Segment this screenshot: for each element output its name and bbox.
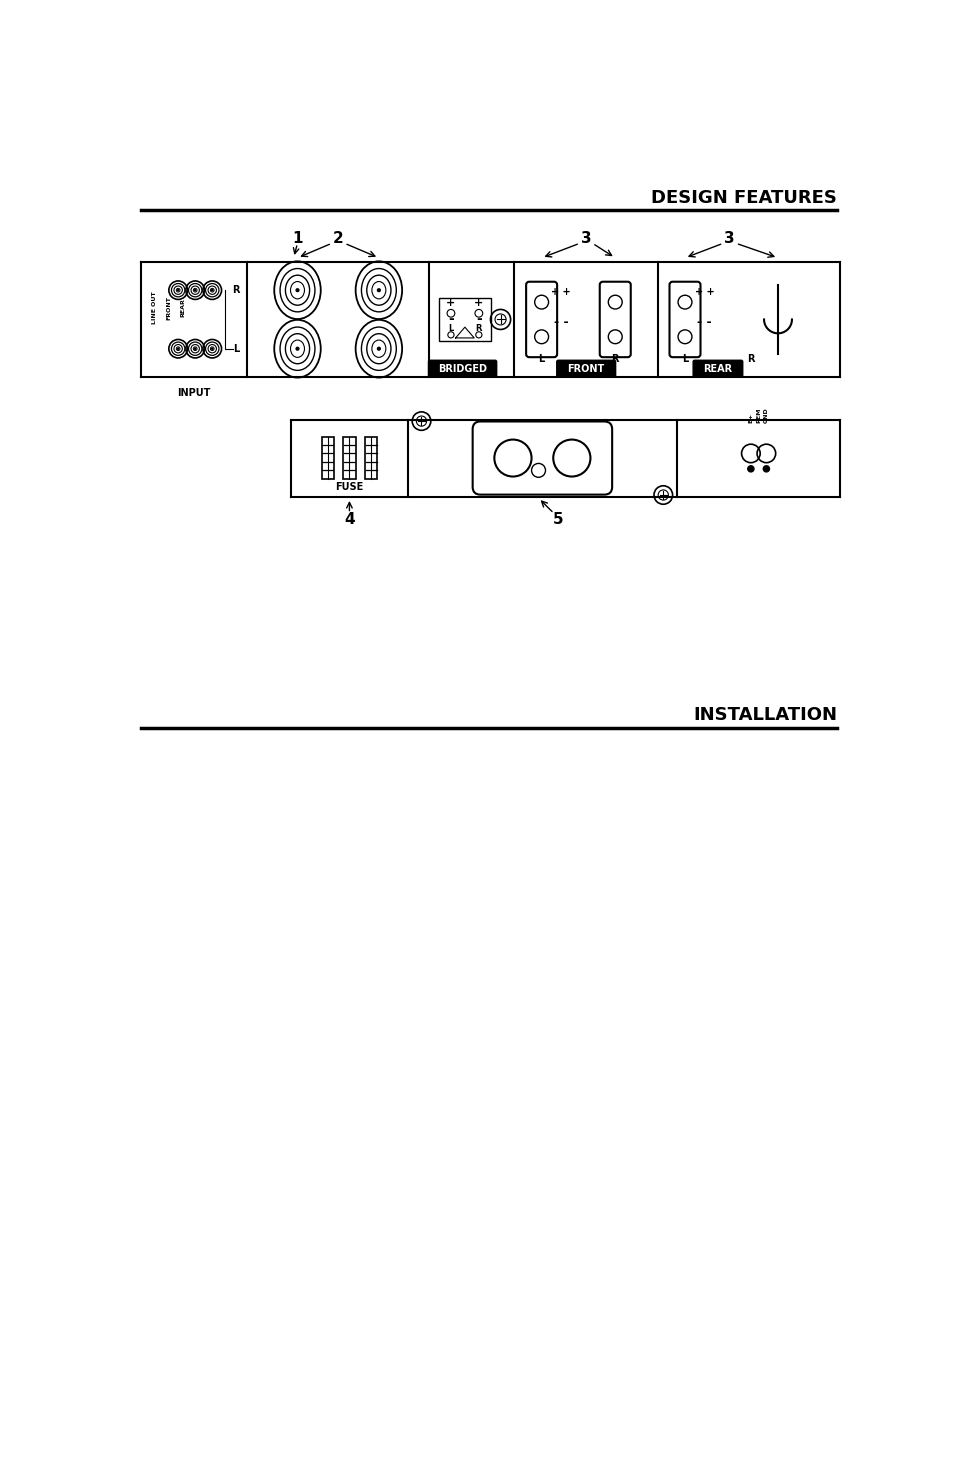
Text: BRIDGED: BRIDGED [437,364,487,373]
FancyBboxPatch shape [557,360,615,378]
Text: 4: 4 [344,512,355,527]
Text: REAR: REAR [180,298,185,317]
FancyBboxPatch shape [693,360,742,378]
Text: R: R [233,285,240,295]
Circle shape [377,289,380,292]
Text: 5: 5 [552,512,562,527]
Text: - -: - - [553,316,568,329]
Bar [438,298,491,341]
Text: DESIGN FEATURES: DESIGN FEATURES [650,189,836,207]
Text: 1: 1 [292,232,302,246]
Text: L: L [448,324,453,333]
Text: -: - [448,313,454,326]
Bar [365,437,377,479]
Text: B+: B+ [747,413,753,423]
Text: REAR: REAR [702,364,732,373]
Text: R: R [476,324,481,333]
Text: FRONT: FRONT [567,364,604,373]
Text: 2: 2 [333,232,343,246]
Text: FRONT: FRONT [166,296,172,320]
Text: 3: 3 [580,232,591,246]
Text: + +: + + [694,286,714,296]
FancyBboxPatch shape [428,360,497,378]
Bar [321,437,334,479]
Text: 3: 3 [723,232,734,246]
Text: LINE OUT: LINE OUT [152,292,157,324]
Text: R: R [611,354,618,364]
Circle shape [295,289,298,292]
Text: R: R [746,354,754,364]
Text: L: L [233,344,239,354]
Circle shape [295,347,298,350]
Text: -: - [476,313,481,326]
Text: +: + [446,298,456,308]
Text: L: L [537,354,544,364]
Text: INPUT: INPUT [177,388,211,398]
Circle shape [377,347,380,350]
Text: GND: GND [763,407,768,423]
Bar [343,437,355,479]
Circle shape [747,466,753,472]
Text: - -: - - [697,316,711,329]
Text: L: L [681,354,687,364]
Text: + +: + + [551,286,570,296]
Text: FUSE: FUSE [335,482,363,493]
Circle shape [762,466,769,472]
Text: REM: REM [756,409,760,423]
Text: INSTALLATION: INSTALLATION [692,707,836,724]
Text: +: + [474,298,483,308]
